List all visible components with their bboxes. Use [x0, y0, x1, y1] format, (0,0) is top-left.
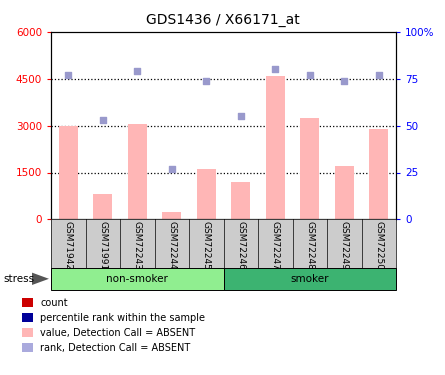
Text: GSM72246: GSM72246 [236, 221, 245, 270]
Bar [22, 313, 33, 322]
Text: GSM72245: GSM72245 [202, 221, 211, 270]
Point [99, 117, 106, 123]
Point [272, 66, 279, 72]
Bar [51, 268, 224, 290]
Point [306, 72, 313, 78]
Text: value, Detection Call = ABSENT: value, Detection Call = ABSENT [40, 328, 195, 338]
Bar [369, 129, 388, 219]
Point [237, 113, 244, 119]
Text: rank, Detection Call = ABSENT: rank, Detection Call = ABSENT [40, 343, 190, 352]
Point [341, 78, 348, 84]
Text: GSM72248: GSM72248 [305, 221, 314, 270]
Text: GSM72243: GSM72243 [133, 221, 142, 270]
Bar [197, 170, 216, 219]
Bar [300, 118, 320, 219]
Text: GSM72250: GSM72250 [374, 221, 383, 270]
Text: GSM71942: GSM71942 [64, 221, 73, 270]
Text: GSM72249: GSM72249 [340, 221, 349, 270]
Text: GDS1436 / X66171_at: GDS1436 / X66171_at [146, 13, 299, 27]
Text: GSM72247: GSM72247 [271, 221, 280, 270]
Bar [128, 124, 147, 219]
Text: stress: stress [4, 274, 35, 284]
Point [134, 68, 141, 74]
Bar [266, 76, 285, 219]
Bar [93, 194, 113, 219]
Bar [22, 343, 33, 352]
Point [168, 166, 175, 172]
Text: GSM71991: GSM71991 [98, 221, 107, 271]
Bar [224, 268, 396, 290]
Point [65, 72, 72, 78]
Bar [231, 182, 251, 219]
Bar [22, 328, 33, 338]
Bar [22, 298, 33, 307]
Bar [335, 166, 354, 219]
Text: non-smoker: non-smoker [106, 274, 168, 284]
Text: GSM72244: GSM72244 [167, 221, 176, 270]
Bar [162, 211, 182, 219]
Text: smoker: smoker [291, 274, 329, 284]
Point [203, 78, 210, 84]
Text: count: count [40, 298, 68, 307]
Point [375, 72, 382, 78]
Polygon shape [32, 273, 49, 285]
Text: percentile rank within the sample: percentile rank within the sample [40, 313, 205, 322]
Bar [59, 126, 78, 219]
